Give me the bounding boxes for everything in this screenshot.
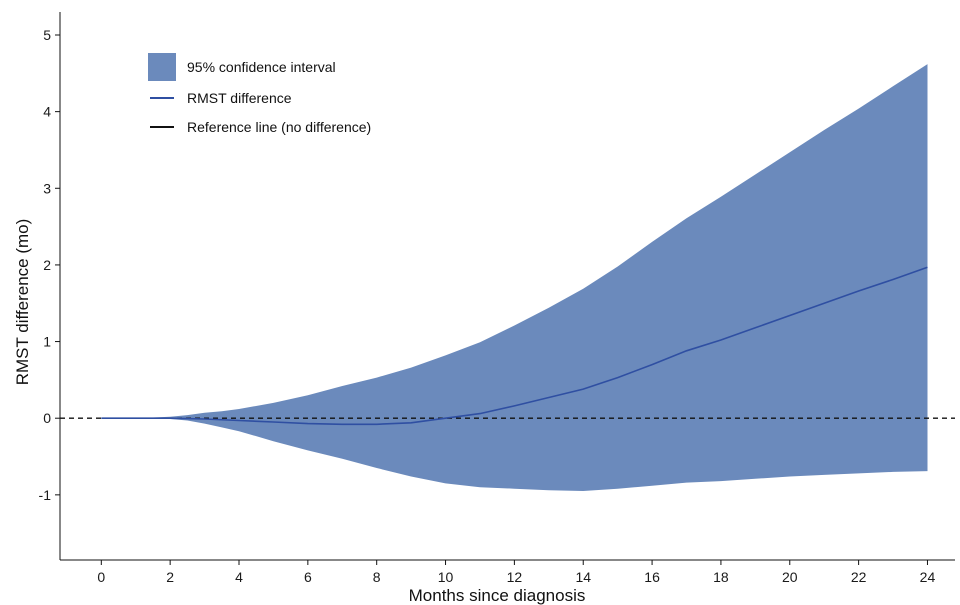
- legend-label-confidence-interval: 95% confidence interval: [187, 59, 336, 75]
- y-tick-label: 2: [43, 257, 51, 273]
- x-tick-label: 18: [713, 569, 729, 585]
- x-tick-label: 22: [851, 569, 867, 585]
- x-tick-label: 16: [644, 569, 660, 585]
- legend: 95% confidence interval RMST difference …: [148, 53, 371, 135]
- x-tick-label: 4: [235, 569, 243, 585]
- plot-area: [60, 64, 955, 491]
- y-tick-label: 4: [43, 104, 51, 120]
- confidence-interval-band: [101, 64, 928, 491]
- rmst-difference-line: [101, 266, 928, 426]
- x-tick-label: 6: [304, 569, 312, 585]
- y-axis-ticks: -1 0 1 2 3 4 5: [39, 27, 60, 503]
- y-tick-label: 5: [43, 27, 51, 43]
- x-axis-title: Months since diagnosis: [409, 586, 586, 605]
- y-axis-title: RMST difference (mo): [13, 219, 32, 386]
- legend-label-rmst-difference: RMST difference: [187, 90, 292, 106]
- legend-swatch-confidence-interval: [148, 53, 176, 81]
- y-tick-label: 1: [43, 334, 51, 350]
- x-tick-label: 20: [782, 569, 798, 585]
- x-tick-label: 8: [373, 569, 381, 585]
- x-tick-label: 24: [920, 569, 936, 585]
- x-tick-label: 14: [575, 569, 591, 585]
- x-axis-ticks: 0 2 4 6 8 10 12 14 16 18 20 22 24: [97, 560, 935, 585]
- y-tick-label: 3: [43, 180, 51, 196]
- y-tick-label: -1: [39, 487, 52, 503]
- legend-label-reference-line: Reference line (no difference): [187, 119, 371, 135]
- x-tick-label: 0: [97, 569, 105, 585]
- x-tick-label: 2: [166, 569, 174, 585]
- y-tick-label: 0: [43, 410, 51, 426]
- x-tick-label: 12: [507, 569, 523, 585]
- x-tick-label: 10: [438, 569, 454, 585]
